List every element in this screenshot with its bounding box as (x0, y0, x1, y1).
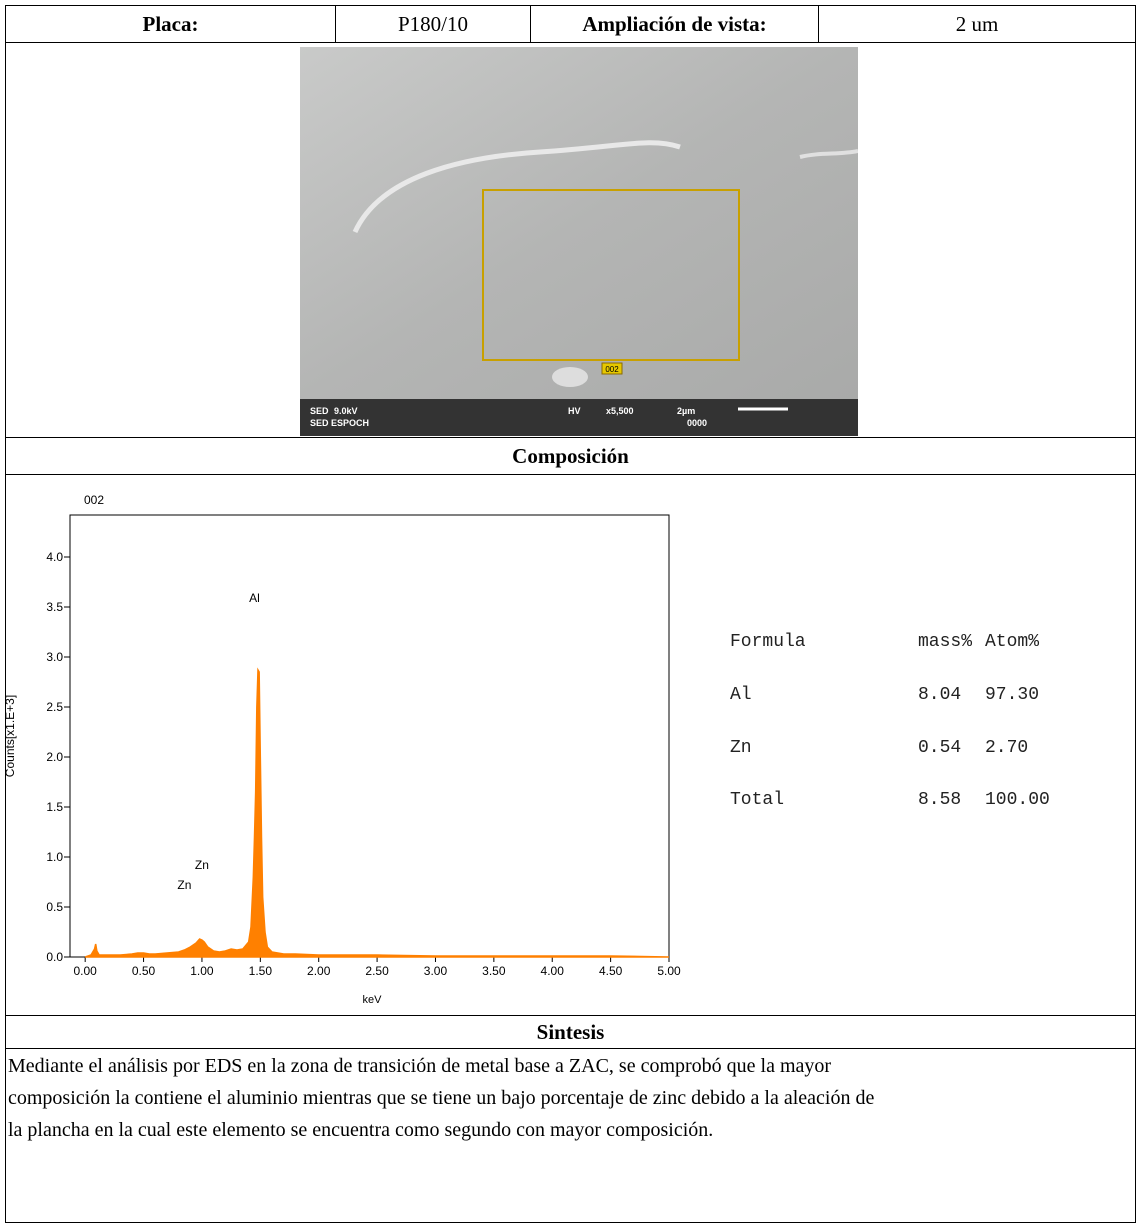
table-cell: 8.04 (918, 685, 962, 705)
table-cell: Al (730, 685, 752, 705)
x-tick-label: 1.00 (190, 964, 214, 978)
table-header: Atom% (985, 632, 1040, 652)
x-tick-label: 2.00 (307, 964, 331, 978)
peak-label: Zn (195, 858, 209, 872)
text-line: la plancha en la cual este elemento se e… (8, 1119, 714, 1141)
sem-source: SED ESPOCH (310, 418, 369, 428)
table-header: mass% (918, 632, 973, 652)
x-tick-label: 0.50 (132, 964, 156, 978)
y-tick-label: 2.5 (46, 700, 63, 714)
spectrum-chart: 002 Counts[x1.E+3] keV 0.0 0.5 1.0 1.5 2.0 2.… (3, 493, 681, 1006)
table-cell: 8.58 (918, 790, 962, 810)
table-cell: 100.00 (985, 790, 1050, 810)
x-tick-label: 0.00 (73, 964, 97, 978)
x-tick-label: 4.50 (599, 964, 623, 978)
table-header: Formula (730, 632, 806, 652)
text-line: composición la contiene el aluminio mien… (8, 1087, 875, 1109)
text-line: Mediante el análisis por EDS en la zona … (8, 1055, 832, 1077)
x-tick-label: 3.50 (482, 964, 506, 978)
x-tick-label: 3.00 (424, 964, 448, 978)
sem-scale: 2µm (677, 406, 695, 416)
spectrum-area (84, 667, 670, 958)
table-cell: 2.70 (985, 737, 1029, 758)
y-tick-label: 2.0 (46, 750, 63, 764)
sem-image: 002 SED 9.0kV SED ESPOCH HV x5,500 2µm 0… (300, 47, 858, 436)
table-cell: 97.30 (985, 685, 1040, 705)
plate-value: P180/10 (335, 5, 531, 43)
region-label: 002 (605, 365, 619, 374)
table-cell: Total (730, 790, 785, 810)
y-tick-label: 3.5 (46, 600, 63, 614)
sem-magnification: x5,500 (606, 406, 634, 416)
sem-voltage: 9.0kV (334, 406, 358, 416)
chart-title: 002 (84, 493, 104, 507)
peak-label: Al (249, 591, 260, 605)
y-axis-label: Counts[x1.E+3] (3, 695, 17, 777)
y-tick-label: 4.0 (46, 550, 63, 564)
zoom-value: 2 um (818, 5, 1136, 43)
plot-frame (69, 514, 670, 958)
section-title: Composición (5, 437, 1136, 475)
x-tick-label: 1.50 (249, 964, 273, 978)
y-tick-label: 0.0 (46, 950, 63, 964)
section-title: Sintesis (5, 1015, 1136, 1049)
table-cell: Zn (730, 737, 752, 758)
peak-label: Zn (177, 878, 191, 892)
sem-vacuum: HV (568, 406, 581, 416)
zoom-label: Ampliación de vista: (530, 5, 819, 43)
y-tick-label: 0.5 (46, 900, 63, 914)
x-tick-label: 5.00 (657, 964, 681, 978)
sem-counter: 0000 (687, 418, 707, 428)
table-cell: 0.54 (918, 737, 962, 758)
x-tick-label: 2.50 (365, 964, 389, 978)
sem-mode: SED (310, 406, 329, 416)
x-axis-label: keV (363, 994, 383, 1006)
x-tick-label: 4.00 (541, 964, 565, 978)
plate-label: Placa: (5, 5, 336, 43)
y-tick-label: 1.0 (46, 850, 63, 864)
y-tick-label: 1.5 (46, 800, 63, 814)
y-tick-label: 3.0 (46, 650, 63, 664)
